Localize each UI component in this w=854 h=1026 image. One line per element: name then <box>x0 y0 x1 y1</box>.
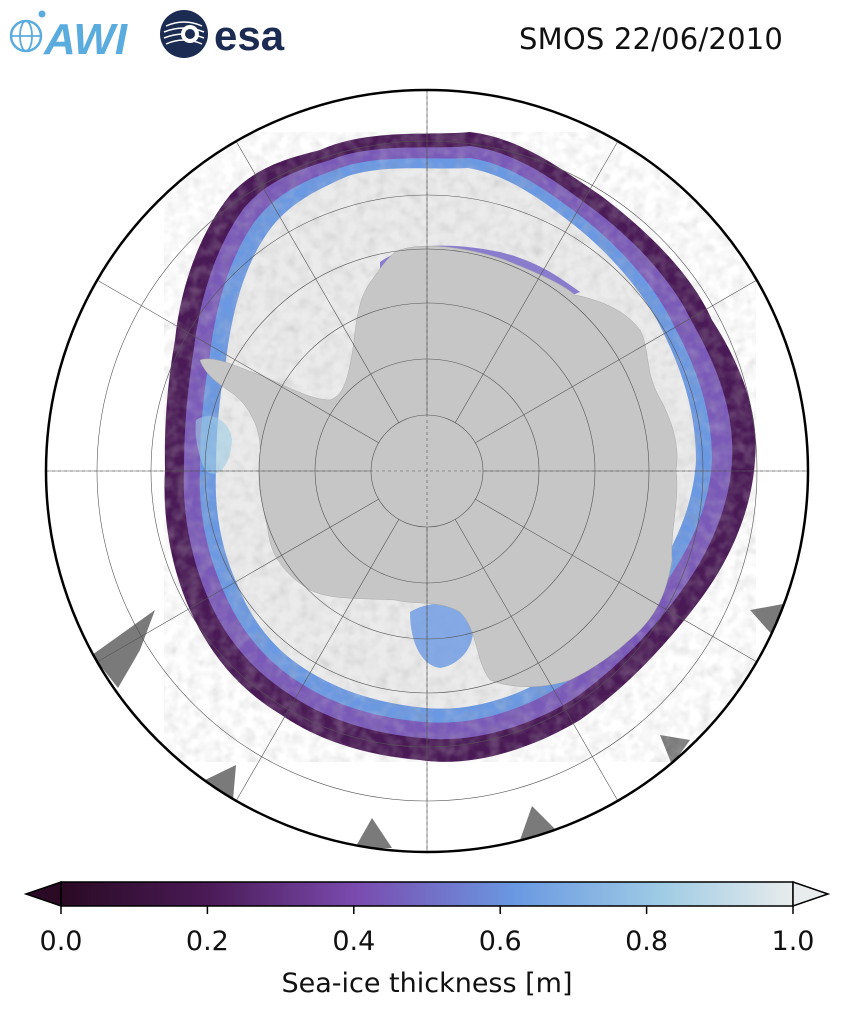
colorbar-extend-max <box>792 880 831 908</box>
esa-logo-text: esa <box>214 12 285 59</box>
awi-globe-icon <box>9 10 46 53</box>
prime-axes <box>46 90 808 852</box>
sea-ice-map <box>44 88 810 854</box>
colorbar-tick-label: 0.4 <box>332 926 375 957</box>
coastal-blue-fringe <box>195 416 232 474</box>
awi-logo: AWI <box>9 10 128 64</box>
esa-emblem-icon <box>160 10 208 58</box>
colorbar-extend-min <box>23 880 62 908</box>
colorbar-tick-label: 0.8 <box>625 926 668 957</box>
colorbar: 0.0 0.2 0.4 0.6 0.8 1.0 Sea-ice thickness [m] <box>23 880 831 999</box>
colorbar-gradient <box>60 881 794 907</box>
weddell-polynya <box>410 603 474 668</box>
map-title: SMOS 22/06/2010 <box>519 22 784 56</box>
colorbar-label: Sea-ice thickness [m] <box>281 968 572 999</box>
colorbar-tick-label: 0.2 <box>186 926 229 957</box>
map-boundary <box>44 88 810 854</box>
esa-logo: esa <box>160 10 285 59</box>
colorbar-tick-label: 1.0 <box>772 926 815 957</box>
awi-logo-text: AWI <box>43 15 128 64</box>
colorbar-tick-label: 0.6 <box>479 926 522 957</box>
colorbar-tick-label: 0.0 <box>40 926 83 957</box>
colorbar-ticks: 0.0 0.2 0.4 0.6 0.8 1.0 <box>40 906 815 957</box>
